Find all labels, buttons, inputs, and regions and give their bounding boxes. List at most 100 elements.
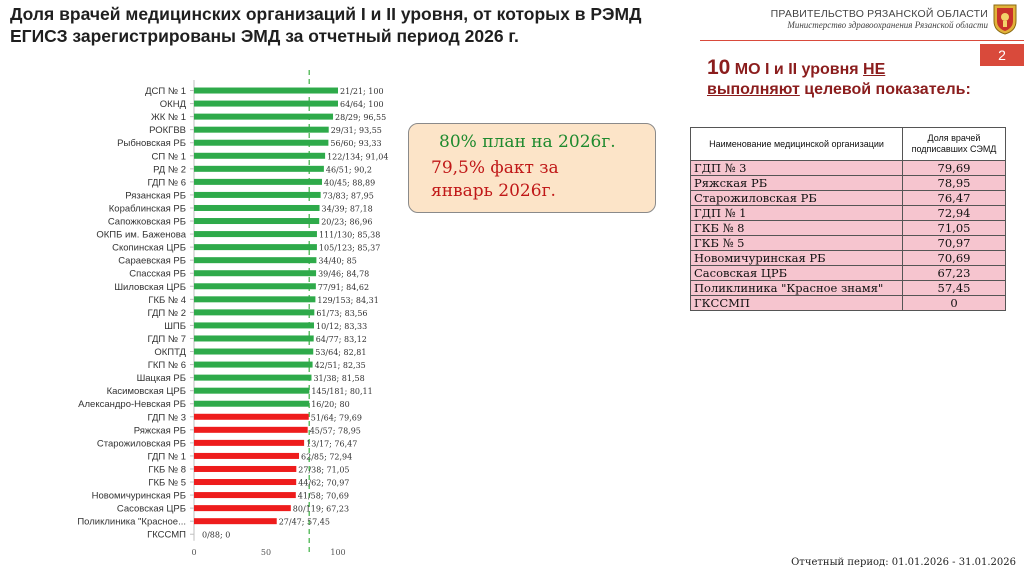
category-label: Скопинская ЦРБ bbox=[112, 243, 186, 254]
bar bbox=[194, 492, 296, 499]
page-title: Доля врачей медицинских организаций I и … bbox=[10, 4, 642, 46]
government-name: ПРАВИТЕЛЬСТВО РЯЗАНСКОЙ ОБЛАСТИ bbox=[770, 8, 988, 20]
bar bbox=[194, 139, 329, 146]
bar-chart: ДСП № 1 21/21; 100 ОКНД 64/64; 100 ЖК № 1 28/… bbox=[77, 70, 388, 556]
bar bbox=[194, 479, 297, 486]
bar bbox=[194, 165, 324, 172]
plan-fact-note: 80% план на 2026г. 79,5% факт за январь … bbox=[408, 123, 656, 213]
bar bbox=[194, 439, 305, 446]
non-compliant-count: 10 bbox=[707, 56, 731, 79]
table-cell-name: Ряжская РБ bbox=[690, 175, 903, 191]
bar bbox=[194, 374, 312, 381]
data-label: 0/88; 0 bbox=[202, 531, 230, 540]
data-label: 13/17; 76,47 bbox=[306, 439, 357, 448]
bar bbox=[194, 218, 320, 225]
category-label: ЖК № 1 bbox=[151, 112, 186, 123]
heading-part4: целевой показатель: bbox=[799, 81, 971, 98]
category-label: ГКП № 6 bbox=[148, 360, 186, 371]
data-label: 73/83; 87,95 bbox=[323, 191, 374, 200]
data-label: 129/153; 84,31 bbox=[317, 296, 378, 305]
table-header-name: Наименование медицинской организации bbox=[690, 127, 903, 161]
category-label: Шацкая РБ bbox=[137, 373, 186, 384]
bar bbox=[194, 452, 300, 459]
bar bbox=[194, 87, 338, 94]
category-label: ДСП № 1 bbox=[145, 86, 186, 97]
table-cell-name: Поликлиника "Красное знамя" bbox=[690, 280, 903, 296]
table-cell-name: ГКССМП bbox=[690, 295, 903, 311]
data-label: 34/40; 85 bbox=[318, 257, 356, 266]
table-cell-name: Сасовская ЦРБ bbox=[690, 265, 903, 281]
bar bbox=[194, 126, 329, 133]
bar bbox=[194, 270, 317, 277]
table-row: ГКССМП 0 bbox=[690, 295, 1006, 311]
category-label: Кораблинская РБ bbox=[109, 203, 186, 214]
government-header: ПРАВИТЕЛЬСТВО РЯЗАНСКОЙ ОБЛАСТИ Министер… bbox=[771, 8, 988, 30]
data-label: 16/20; 80 bbox=[311, 400, 349, 409]
data-label: 45/57; 78,95 bbox=[310, 426, 361, 435]
table-cell-name: Новомичуринская РБ bbox=[690, 250, 903, 266]
data-label: 56/60; 93,33 bbox=[330, 139, 381, 148]
bar bbox=[194, 400, 310, 407]
data-label: 27/38; 71,05 bbox=[298, 465, 349, 474]
category-label: ШПБ bbox=[164, 321, 186, 332]
category-label: ГКБ № 4 bbox=[148, 295, 186, 306]
category-label: ГКССМП bbox=[147, 530, 186, 541]
page-number: 2 bbox=[980, 44, 1024, 66]
data-label: 10/12; 83,33 bbox=[316, 322, 367, 331]
table-row: Поликлиника "Красное знамя" 57,45 bbox=[690, 280, 1006, 296]
data-label: 39/46; 84,78 bbox=[318, 270, 369, 279]
heading-part1: МО I и II уровня bbox=[730, 61, 864, 78]
category-label: Ряжская РБ bbox=[134, 425, 186, 436]
table-cell-name: ГДП № 1 bbox=[690, 205, 903, 221]
bar bbox=[194, 335, 314, 342]
data-label: 20/23; 86,96 bbox=[321, 218, 372, 227]
category-label: Рязанская РБ bbox=[125, 190, 186, 201]
x-tick-label: 100 bbox=[330, 548, 345, 556]
category-label: Сараевская РБ bbox=[118, 256, 186, 267]
category-label: РОКГВВ bbox=[149, 125, 186, 136]
data-label: 41/58; 70,69 bbox=[298, 492, 349, 501]
category-label: Касимовская ЦРБ bbox=[107, 386, 186, 397]
category-label: Шиловская ЦРБ bbox=[114, 282, 186, 293]
data-label: 40/45; 88,89 bbox=[324, 178, 375, 187]
table-cell-value: 76,47 bbox=[902, 190, 1006, 206]
category-label: СП № 1 bbox=[152, 151, 186, 162]
category-label: ГДП № 6 bbox=[147, 177, 186, 188]
category-label: Поликлиника "Красное... bbox=[77, 517, 186, 528]
table-cell-name: ГКБ № 8 bbox=[690, 220, 903, 236]
bar bbox=[194, 426, 308, 433]
category-label: ГКБ № 8 bbox=[148, 464, 186, 475]
non-compliant-table: Наименование медицинской организации Дол… bbox=[690, 127, 1006, 311]
table-cell-value: 72,94 bbox=[902, 205, 1006, 221]
bar bbox=[194, 178, 323, 185]
category-label: РД № 2 bbox=[153, 164, 186, 175]
bar bbox=[194, 113, 334, 120]
coat-of-arms-icon bbox=[993, 4, 1017, 35]
bar bbox=[194, 204, 320, 211]
table-cell-name: ГДП № 3 bbox=[690, 160, 903, 176]
data-label: 42/51; 82,35 bbox=[315, 361, 366, 370]
data-label: 21/21; 100 bbox=[340, 87, 384, 96]
category-label: Новомичуринская РБ bbox=[92, 491, 186, 502]
table-cell-value: 70,69 bbox=[902, 250, 1006, 266]
data-label: 122/134; 91,04 bbox=[327, 152, 388, 161]
header-divider bbox=[700, 40, 1024, 41]
bar bbox=[194, 100, 338, 107]
category-label: ГДП № 1 bbox=[147, 451, 186, 462]
heading-part3: выполняют bbox=[707, 81, 800, 98]
data-label: 28/29; 96,55 bbox=[335, 113, 386, 122]
data-label: 77/91; 84,62 bbox=[318, 283, 369, 292]
data-label: 29/31; 93,55 bbox=[331, 126, 382, 135]
table-cell-value: 0 bbox=[902, 295, 1006, 311]
table-row: Новомичуринская РБ 70,69 bbox=[690, 250, 1006, 266]
bar bbox=[194, 309, 315, 316]
data-label: 105/123; 85,37 bbox=[319, 244, 380, 253]
fact-text-line1: 79,5% факт за bbox=[431, 158, 559, 178]
table-row: Сасовская ЦРБ 67,23 bbox=[690, 265, 1006, 281]
table-cell-name: Старожиловская РБ bbox=[690, 190, 903, 206]
category-label: ОКНД bbox=[160, 99, 187, 110]
fact-text-line2: январь 2026г. bbox=[431, 181, 556, 201]
ministry-name: Министерство здравоохранения Рязанской о… bbox=[787, 20, 988, 30]
data-label: 80/119; 67,23 bbox=[293, 505, 349, 514]
data-label: 53/64; 82,81 bbox=[315, 348, 366, 357]
